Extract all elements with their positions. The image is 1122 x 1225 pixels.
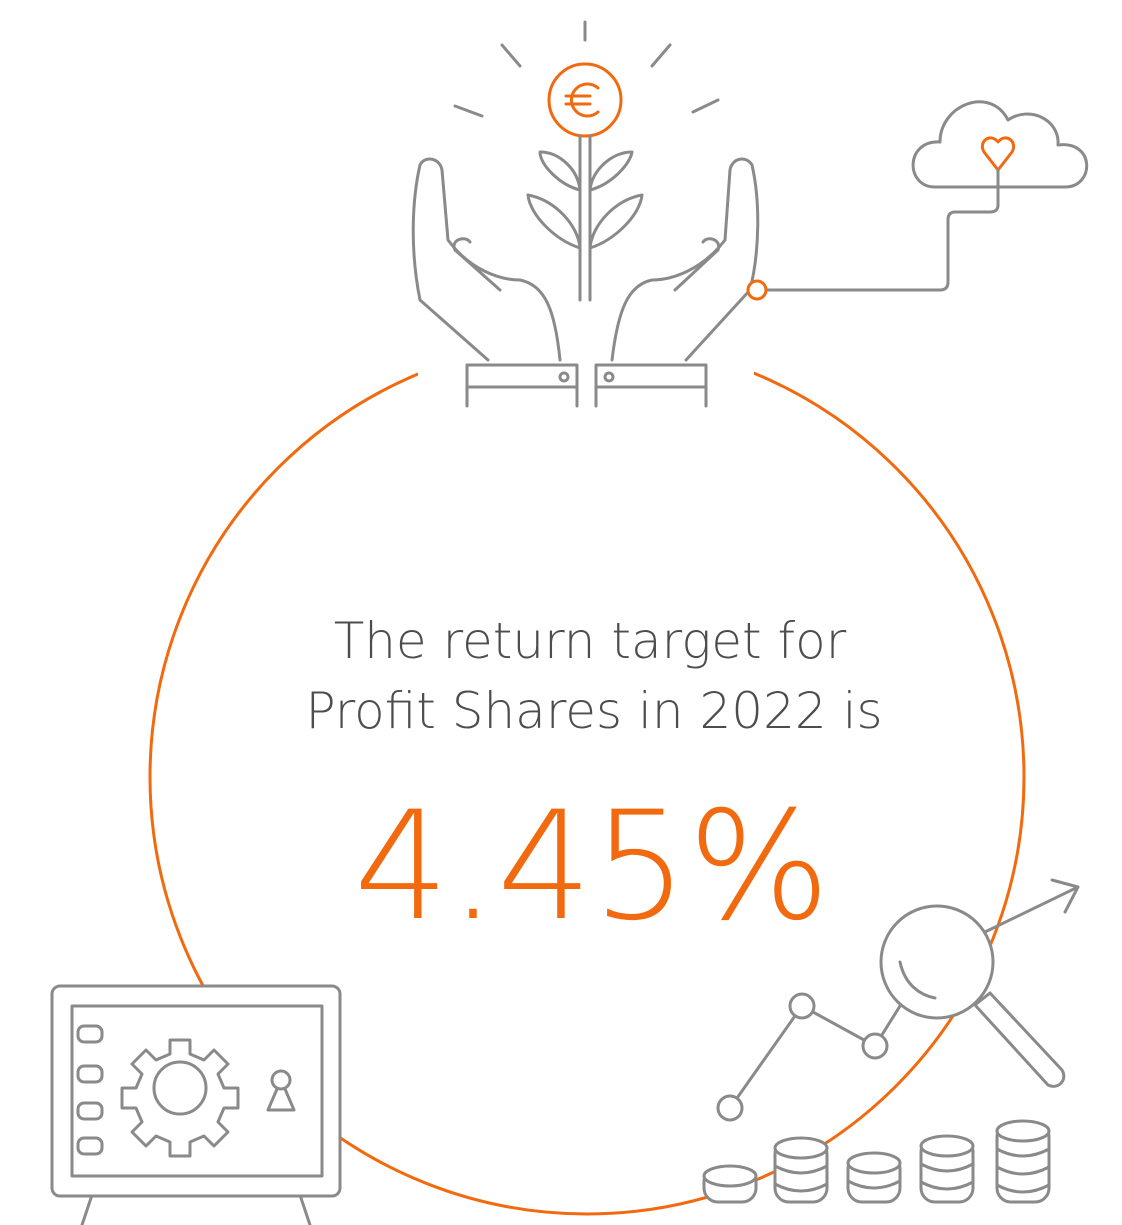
headline-line: The return target for [334, 612, 847, 670]
cloud-icon [748, 102, 1087, 299]
headline-line: Profit Shares in 2022 is [305, 682, 882, 740]
infographic: The return target for Profit Shares in 2… [0, 0, 1122, 1225]
figure-value: 4.45% [354, 780, 831, 954]
safe-icon [52, 986, 340, 1225]
page: The return target for Profit Shares in 2… [0, 0, 1122, 1225]
